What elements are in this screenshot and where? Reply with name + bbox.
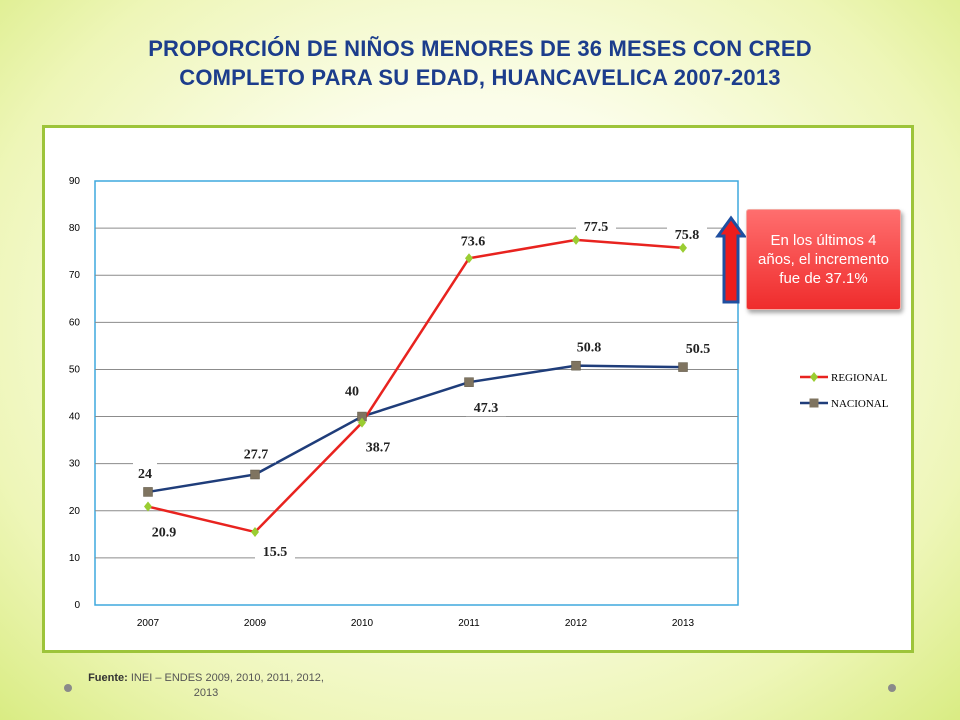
data-label-bg bbox=[133, 462, 157, 482]
point-nacional bbox=[464, 377, 474, 387]
x-tick-label: 2013 bbox=[672, 618, 695, 629]
legend-marker-nacional bbox=[809, 398, 819, 408]
increment-callout: En los últimos 4 años, el incremento fue… bbox=[746, 209, 901, 310]
data-label-nacional: 27.7 bbox=[244, 448, 269, 463]
data-label-regional: 75.8 bbox=[675, 228, 700, 243]
x-tick-label: 2012 bbox=[565, 618, 588, 629]
series-line-regional bbox=[147, 238, 684, 534]
x-tick-label: 2010 bbox=[351, 618, 374, 629]
point-regional bbox=[251, 526, 259, 537]
decor-dot-left bbox=[64, 684, 72, 692]
data-label-bg bbox=[678, 338, 718, 358]
x-tick-label: 2007 bbox=[137, 618, 160, 629]
point-regional bbox=[572, 234, 580, 245]
data-label-bg bbox=[667, 223, 707, 243]
data-label-bg bbox=[340, 380, 364, 400]
source-label: Fuente: bbox=[88, 672, 128, 684]
up-arrow-icon bbox=[715, 215, 747, 304]
point-regional bbox=[465, 253, 473, 264]
data-label-nacional: 50.5 bbox=[686, 342, 711, 357]
legend-label-nacional: NACIONAL bbox=[831, 398, 889, 410]
point-nacional bbox=[143, 487, 153, 497]
point-nacional bbox=[571, 360, 581, 371]
title-line-2: COMPLETO PARA SU EDAD, HUANCAVELICA 2007… bbox=[179, 65, 781, 90]
source-text: INEI – ENDES 2009, 2010, 2011, 2012, 201… bbox=[130, 672, 324, 699]
data-label-bg bbox=[358, 436, 398, 456]
point-nacional bbox=[678, 362, 688, 372]
x-tick-label: 2009 bbox=[244, 618, 267, 629]
data-label-bg bbox=[236, 443, 276, 463]
x-tick-label: 2011 bbox=[458, 618, 480, 629]
data-label-bg bbox=[453, 230, 493, 250]
y-tick-label: 70 bbox=[69, 270, 81, 281]
y-tick-label: 10 bbox=[69, 553, 81, 564]
y-tick-label: 40 bbox=[69, 412, 81, 423]
y-tick-label: 20 bbox=[69, 506, 81, 517]
chart-title: PROPORCIÓN DE NIÑOS MENORES DE 36 MESES … bbox=[40, 34, 920, 92]
point-regional bbox=[679, 242, 687, 253]
y-tick-label: 90 bbox=[69, 176, 81, 187]
data-label-nacional: 50.8 bbox=[577, 341, 602, 356]
legend-label-regional: REGIONAL bbox=[831, 372, 887, 384]
legend-marker-regional bbox=[810, 372, 818, 382]
data-label-bg bbox=[576, 215, 616, 235]
point-regional bbox=[358, 417, 366, 428]
y-tick-label: 30 bbox=[69, 459, 81, 470]
data-label-bg bbox=[466, 397, 506, 417]
data-label-nacional: 40 bbox=[345, 385, 359, 400]
point-regional bbox=[144, 501, 152, 512]
plot-area bbox=[94, 180, 739, 606]
decor-dot-right bbox=[888, 684, 896, 692]
y-tick-label: 0 bbox=[74, 600, 80, 611]
data-label-regional: 20.9 bbox=[152, 526, 177, 541]
data-label-bg bbox=[255, 540, 295, 560]
data-label-bg bbox=[144, 521, 184, 541]
title-line-1: PROPORCIÓN DE NIÑOS MENORES DE 36 MESES … bbox=[148, 36, 812, 61]
data-label-regional: 38.7 bbox=[366, 441, 391, 456]
data-label-regional: 77.5 bbox=[584, 220, 609, 235]
y-tick-label: 60 bbox=[69, 317, 81, 328]
data-label-nacional: 47.3 bbox=[474, 401, 499, 416]
callout-text: En los últimos 4 años, el incremento fue… bbox=[758, 232, 889, 287]
y-tick-label: 50 bbox=[69, 364, 81, 375]
series-line-nacional bbox=[147, 364, 684, 494]
point-nacional bbox=[250, 469, 260, 480]
data-label-regional: 15.5 bbox=[263, 545, 288, 560]
y-tick-label: 80 bbox=[69, 223, 81, 234]
data-label-nacional: 24 bbox=[138, 467, 152, 482]
data-label-regional: 73.6 bbox=[461, 234, 486, 249]
data-label-bg bbox=[569, 336, 609, 356]
source-note: Fuente: INEI – ENDES 2009, 2010, 2011, 2… bbox=[86, 671, 326, 701]
